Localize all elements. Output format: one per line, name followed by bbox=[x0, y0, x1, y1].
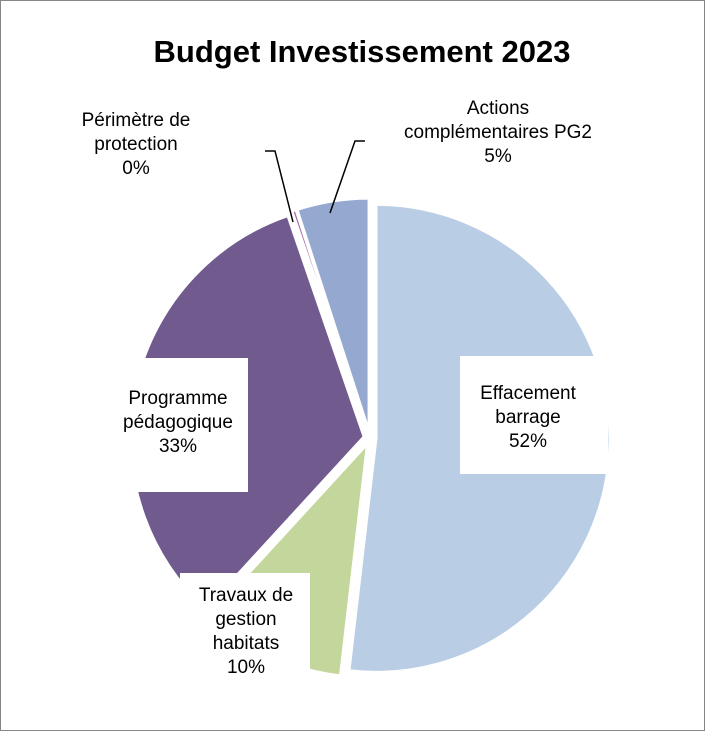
data-label-percent: 0% bbox=[122, 158, 150, 179]
data-label-category: Programme bbox=[128, 388, 227, 409]
data-label-category: Périmètre de bbox=[82, 110, 191, 131]
data-label-percent: 52% bbox=[509, 431, 547, 452]
chart-title: Budget Investissement 2023 bbox=[154, 34, 571, 69]
data-label-category: pédagogique bbox=[123, 412, 233, 433]
leader-lines bbox=[265, 140, 365, 223]
leader-line-perimetre bbox=[265, 150, 294, 223]
slice-actions-complementaires bbox=[295, 196, 371, 433]
data-label-category: habitats bbox=[213, 633, 280, 654]
data-label-category: protection bbox=[94, 134, 177, 155]
data-label-category: gestion bbox=[215, 609, 276, 630]
data-label: Effacement barrage 52% bbox=[460, 356, 608, 474]
data-label-category: Actions bbox=[467, 98, 529, 119]
data-label-percent: 33% bbox=[159, 436, 197, 457]
data-label: Travaux de gestion habitats 10% bbox=[180, 573, 310, 701]
data-label: Programme pédagogique 33% bbox=[80, 358, 248, 492]
data-label: Périmètre de protection 0% bbox=[82, 110, 191, 179]
data-label-box bbox=[460, 356, 608, 474]
data-label-category: Travaux de bbox=[199, 585, 293, 606]
slice-labels: Effacement barrage 52% Travaux de gestion hab… bbox=[80, 98, 608, 701]
data-label-box bbox=[80, 358, 248, 492]
data-label-box bbox=[180, 573, 310, 701]
data-label-category: Effacement bbox=[480, 383, 576, 404]
leader-line-actions bbox=[329, 140, 365, 214]
data-label-percent: 5% bbox=[484, 146, 512, 167]
data-label-category: barrage bbox=[495, 407, 561, 428]
data-label-percent: 10% bbox=[227, 657, 265, 678]
data-label: Actions complémentaires PG2 5% bbox=[404, 98, 592, 167]
data-label-category: complémentaires PG2 bbox=[404, 122, 592, 143]
